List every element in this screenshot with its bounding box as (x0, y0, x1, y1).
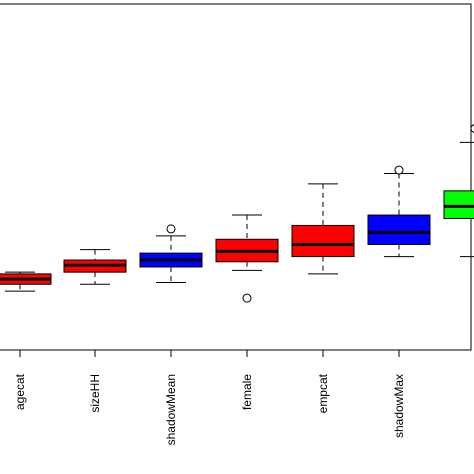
x-tick-label: agecat (13, 373, 27, 410)
outlier-point (470, 124, 474, 133)
box-agecat (0, 271, 52, 292)
outlier-point (166, 224, 176, 234)
plot-frame (0, 3, 472, 351)
box-body (291, 224, 355, 258)
plot-border (0, 3, 472, 351)
x-tick-label: empcat (316, 373, 330, 413)
box-shadowMax (367, 165, 431, 258)
x-axis: agecat sizeHH shadowMean female empcat shadow… (0, 349, 471, 445)
x-tick-label: sizeHH (88, 374, 102, 413)
outlier-point (242, 293, 252, 303)
box-female (215, 214, 279, 303)
box-body (443, 190, 474, 220)
x-tick-label: female (240, 374, 254, 410)
outlier-point (394, 165, 404, 175)
box-sizeHH (63, 249, 127, 285)
x-tick-label: shadowMax (392, 374, 406, 438)
box-empcat (291, 183, 355, 275)
box-shadowMean (139, 224, 203, 284)
x-tick-label: shadowMean (164, 374, 178, 445)
box-body (367, 214, 431, 245)
boxplot-series (0, 124, 474, 303)
box-series-7 (443, 124, 474, 258)
